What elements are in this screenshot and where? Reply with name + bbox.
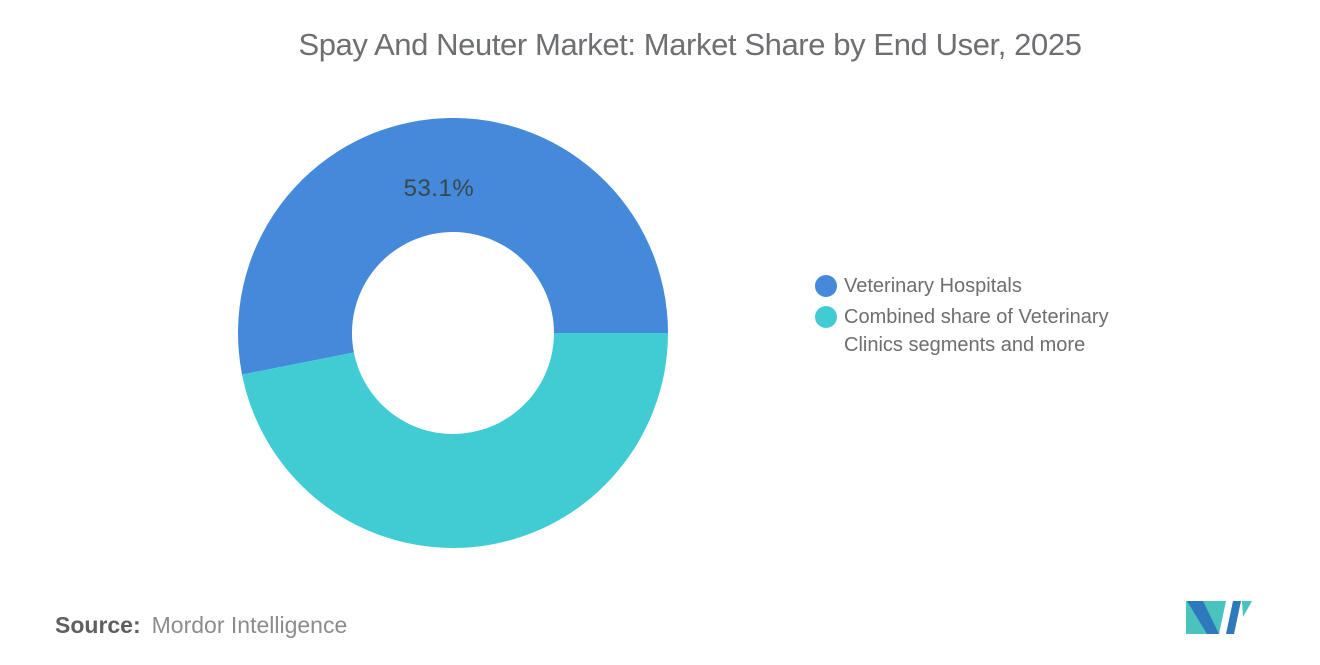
legend-marker-icon bbox=[815, 306, 837, 328]
legend-marker-icon bbox=[815, 275, 837, 297]
legend: Veterinary Hospitals Combined share of Ve… bbox=[815, 272, 1146, 362]
mordor-intelligence-logo bbox=[1186, 601, 1252, 634]
slice-data-label: 53.1% bbox=[403, 174, 475, 202]
legend-item-1[interactable]: Combined share of Veterinary Clinics seg… bbox=[815, 303, 1146, 359]
logo-teal-triangle bbox=[1242, 601, 1252, 617]
logo-blue-diagonal bbox=[1187, 601, 1219, 634]
legend-label: Combined share of Veterinary Clinics seg… bbox=[844, 306, 1109, 356]
legend-label: Veterinary Hospitals bbox=[844, 275, 1022, 297]
donut-chart bbox=[238, 118, 668, 548]
donut-slice-0[interactable] bbox=[238, 118, 668, 375]
source-line: Source: Mordor Intelligence bbox=[55, 612, 347, 639]
chart-title: Spay And Neuter Market: Market Share by … bbox=[298, 27, 1082, 62]
source-value: Mordor Intelligence bbox=[151, 612, 348, 638]
source-label: Source: bbox=[55, 612, 141, 638]
donut-chart-area: 53.1% bbox=[238, 118, 668, 548]
legend-item-0[interactable]: Veterinary Hospitals bbox=[815, 272, 1146, 300]
donut-slice-1[interactable] bbox=[242, 333, 668, 548]
logo-blue-bar bbox=[1226, 601, 1241, 634]
